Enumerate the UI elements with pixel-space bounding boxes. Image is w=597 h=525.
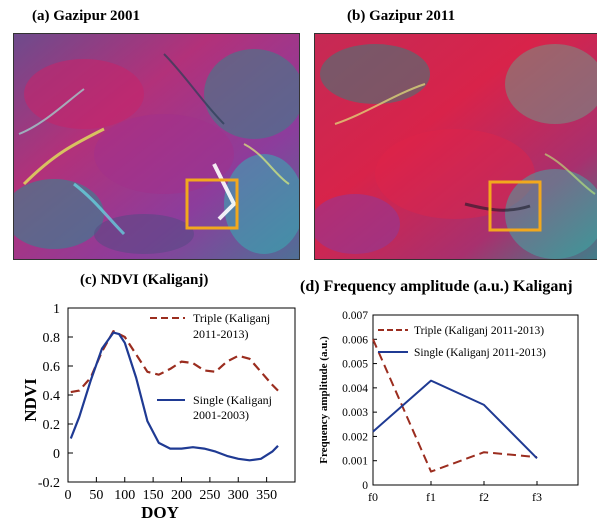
ndvi-y-tick-label: 0 [53,447,60,462]
ndvi-y-tick-label: 0.4 [43,389,61,404]
freq-y-tick-label: 0 [362,480,368,492]
legend-triple-ndvi-line2: 2011-2013) [193,327,249,341]
panel-c-title: (c) NDVI (Kaliganj) [80,272,209,288]
ndvi-x-axis-label: DOY [141,503,179,522]
panel-d-title: (d) Frequency amplitude (a.u.) Kaliganj [300,278,573,295]
ndvi-x-tick-label: 50 [89,488,103,503]
freq-x-tick-label: f2 [479,490,489,504]
ndvi-x-tick-label: 350 [256,488,277,503]
freq-plot-frame [372,314,579,486]
legend-single-ndvi-line1: Single (Kaliganj [193,393,272,407]
ndvi-series-triple-line [70,330,279,394]
freq-x-tick-label: f3 [532,490,542,504]
freq-x-tick-label: f1 [426,490,436,504]
legend-triple-ndvi-line1: Triple (Kaliganj [193,311,270,325]
freq-legend: Triple (Kaliganj 2011-2013) Single (Kali… [378,325,546,359]
ndvi-x-tick-label: 100 [114,488,135,503]
freq-y-tick-label: 0.007 [342,310,368,322]
satellite-image-gazipur-2011 [314,33,597,260]
ndvi-y-tick-label: 1 [53,302,60,317]
ndvi-y-tick-label: 0.2 [43,418,61,433]
freq-y-tick-label: 0.003 [342,407,368,419]
legend-single-freq-label: Single (Kaliganj 2011-2013) [414,347,546,359]
ndvi-x-tick-label: 200 [171,488,192,503]
panel-a-title: (a) Gazipur 2001 [32,8,141,24]
freq-y-tick-label: 0.006 [342,334,368,346]
legend-triple-freq-label: Triple (Kaliganj 2011-2013) [414,325,544,337]
freq-series-single-line [372,379,538,460]
freq-y-axis-label: Frequency amplitude (a.u.) [318,336,330,464]
ndvi-y-axis-label: NDVI [21,378,40,422]
freq-y-tick-label: 0.005 [342,359,368,371]
ndvi-y-tick-label: 0.8 [43,331,61,346]
freq-series-triple-line [372,338,538,473]
freq-y-tick-label: 0.004 [342,383,368,395]
ndvi-x-tick-label: 150 [143,488,164,503]
ndvi-series-single-line [69,331,279,462]
freq-x-tick-label: f0 [368,490,378,504]
highlight-box-b [488,180,542,232]
ndvi-x-tick-label: 300 [228,488,249,503]
ndvi-legend: Triple (Kaliganj 2011-2013) Single (Kali… [150,311,272,422]
highlight-box-a [185,178,239,230]
satellite-image-gazipur-2001 [13,33,300,260]
freq-y-tick-label: 0.002 [342,431,368,443]
panel-b-title: (b) Gazipur 2011 [347,8,456,24]
ndvi-x-tick-label: 0 [65,488,72,503]
ndvi-y-tick-label: -0.2 [38,476,60,491]
ndvi-y-tick-label: 0.6 [43,360,61,375]
legend-single-ndvi-line2: 2001-2003) [193,408,249,422]
freq-y-tick-label: 0.001 [342,456,368,468]
ndvi-plot-frame [67,307,296,483]
ndvi-x-tick-label: 250 [199,488,220,503]
